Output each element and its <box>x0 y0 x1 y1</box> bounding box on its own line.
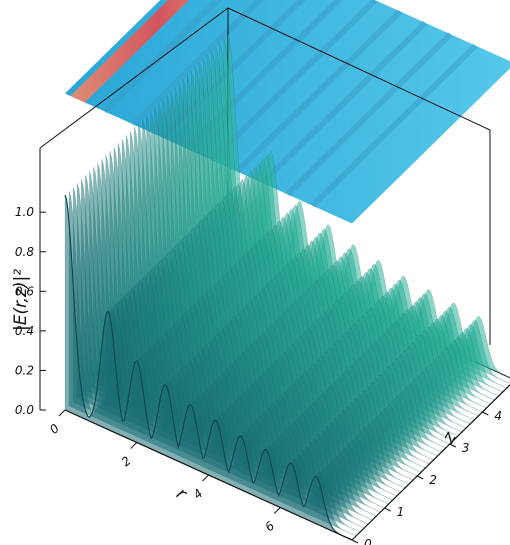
y-tick <box>384 507 391 512</box>
y-tick <box>416 475 424 480</box>
projection-stripe <box>285 32 453 197</box>
x-tick <box>273 507 281 514</box>
z-tick-label: 0.6 <box>15 284 34 298</box>
y-tick <box>482 411 489 416</box>
x-tick-label: 2 <box>119 454 134 470</box>
z-axis-title: |E(r,z)|² <box>11 269 31 331</box>
projection-stripe <box>310 43 478 208</box>
x-axis-title: r <box>172 484 191 505</box>
x-tick-label: 0 <box>47 421 62 437</box>
axis-line-z <box>351 384 510 541</box>
surface-front-profile <box>64 194 353 541</box>
y-axis-ticks: 012345 <box>351 409 502 545</box>
y-tick-label: 0 <box>364 537 372 545</box>
x-tick <box>202 474 209 482</box>
x-tick <box>130 442 138 449</box>
top-projection-plane <box>65 0 510 224</box>
z-tick-label: 0.2 <box>15 363 34 377</box>
y-tick-label: 1 <box>397 505 405 519</box>
projection-fill <box>65 0 510 224</box>
z-tick-label: 0.0 <box>15 403 34 417</box>
surface-plot <box>64 34 510 541</box>
x-tick-label: 4 <box>191 486 206 502</box>
projection-stripe <box>260 20 428 186</box>
y-tick <box>351 539 359 544</box>
projection-stripe <box>209 0 378 163</box>
projection-stripe <box>102 0 223 114</box>
axis-edge-top-left <box>39 7 229 149</box>
y-tick-label: 4 <box>494 409 502 423</box>
projection-hot-band <box>70 0 190 103</box>
z-tick-label: 1.0 <box>15 205 34 219</box>
y-tick-label: 2 <box>429 473 437 487</box>
z-tick-label: 0.4 <box>15 324 34 338</box>
y-tick-label: 3 <box>462 441 470 455</box>
projection-stripe <box>235 9 403 174</box>
projection-stripe <box>131 0 265 127</box>
z-axis-ticks: 0.0 0.2 0.4 0.6 0.8 1.0 <box>15 205 46 417</box>
z-tick-label: 0.8 <box>15 245 34 259</box>
x-tick-label: 6 <box>262 518 277 534</box>
axis-edge-top-right <box>227 7 491 131</box>
x-tick <box>58 409 66 417</box>
y-tick <box>449 443 457 448</box>
